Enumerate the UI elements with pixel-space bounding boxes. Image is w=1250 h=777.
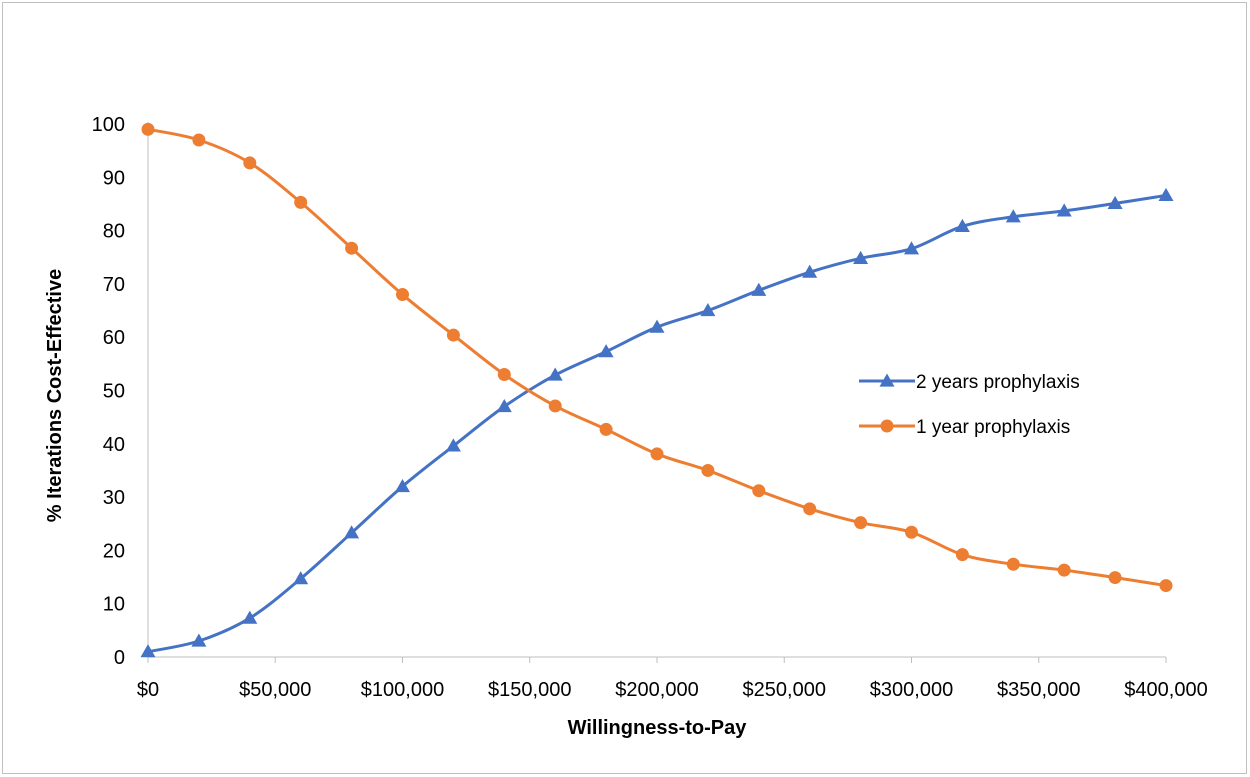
data-point [955,548,969,562]
data-point [496,398,512,413]
legend-label: 1 year prophylaxis [916,417,1070,438]
series-line [147,127,1167,588]
y-tick-label: 80 [103,221,125,243]
x-tick-label: $300,000 [870,679,953,701]
data-point [598,344,614,358]
x-tick-label: $350,000 [997,679,1080,701]
legend-marker [879,373,895,387]
x-tick-label: $100,000 [361,679,444,701]
x-tick-label: $400,000 [1124,679,1207,701]
data-point [650,447,664,461]
x-axis-title: Willingness-to-Pay [568,717,748,739]
y-axis-title: % Iterations Cost-Effective [44,269,66,522]
data-point [395,478,410,493]
y-tick-label: 10 [103,594,125,616]
data-point [853,250,869,264]
data-point [548,399,562,413]
y-tick-label: 90 [103,167,125,189]
data-point [445,438,461,452]
data-point [547,367,563,381]
data-point [191,633,207,647]
line-chart: 0 10 20 30 40 50 60 70 80 90 100 $0 $50,000 $100,000… [44,114,1208,739]
data-point [243,156,257,170]
data-point [700,303,716,317]
data-point [954,218,970,232]
data-point [1006,557,1020,571]
legend: 2 years prophylaxis 1 year prophylaxis [859,372,1080,438]
data-point [497,368,511,382]
data-point [1056,203,1072,217]
data-point [599,422,613,436]
data-point [344,525,360,539]
legend-item: 1 year prophylaxis [859,417,1070,438]
data-point [294,195,308,209]
data-point [802,264,818,278]
y-tick-label: 50 [103,381,125,403]
data-point [803,502,817,516]
legend-marker [880,419,894,433]
data-point [701,463,715,477]
data-point [242,610,258,624]
data-point [1057,563,1071,577]
y-tick-labels: 0 10 20 30 40 50 60 70 80 90 100 [92,114,125,669]
data-point [752,484,766,498]
series-1 [140,187,1174,658]
x-tick-label: $0 [137,679,159,701]
y-tick-label: 20 [103,540,125,562]
x-tick-labels: $0 $50,000 $100,000 $150,000 $200,000 $250,00… [137,679,1208,701]
data-point [140,644,156,658]
legend-item: 2 years prophylaxis [859,372,1080,393]
data-point [446,328,460,342]
data-point [1158,187,1174,202]
data-point [854,516,868,530]
data-point [1107,195,1123,210]
y-tick-label: 30 [103,487,125,509]
data-point [192,133,206,147]
data-point [905,525,918,539]
y-tick-label: 100 [92,114,125,136]
x-tick-label: $200,000 [615,679,698,701]
data-point [751,282,767,296]
y-tick-label: 0 [114,647,125,669]
series-line [147,193,1167,654]
axes [147,122,1167,663]
data-point [649,319,665,333]
series-2 [141,122,1173,593]
x-tick-label: $150,000 [488,679,571,701]
data-point [1108,571,1122,585]
data-point [345,241,359,255]
data-point [396,288,409,302]
data-point [1159,579,1173,593]
y-tick-label: 60 [103,327,125,349]
x-tick-label: $250,000 [743,679,826,701]
data-point [1005,209,1021,223]
series-layer [140,122,1174,658]
y-tick-label: 70 [103,274,125,296]
legend-label: 2 years prophylaxis [916,372,1080,393]
data-point [141,122,155,136]
x-tick-label: $50,000 [239,679,311,701]
data-point [904,241,919,255]
y-tick-label: 40 [103,434,125,456]
data-point [293,571,309,585]
